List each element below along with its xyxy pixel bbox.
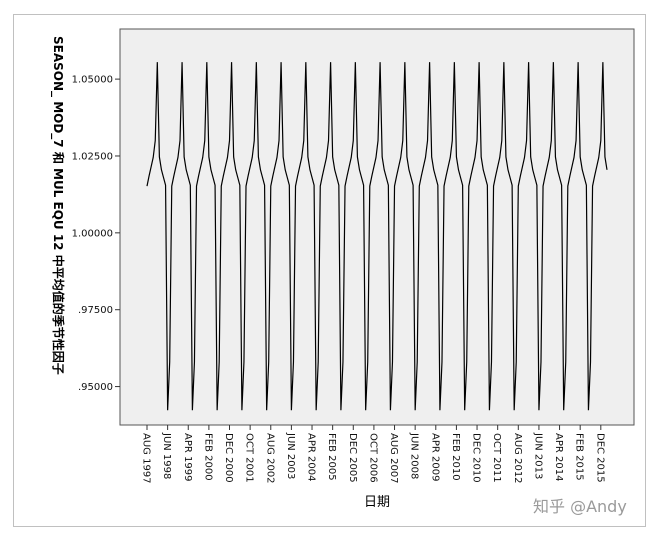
x-tick-label: DEC 2000 (223, 433, 234, 483)
x-tick-label: DEC 2015 (594, 433, 605, 483)
x-tick-label: OCT 2006 (367, 433, 378, 483)
x-tick-label: AUG 2012 (512, 433, 523, 484)
x-tick-label: AUG 1997 (141, 433, 152, 484)
series-line (146, 62, 608, 411)
x-tick-label: APR 2004 (306, 433, 317, 481)
y-axis-label: SEASON_ MOD_7 和 MUL EQU 12 中平均值的季节性因子 (50, 36, 66, 375)
plot-area (119, 28, 635, 426)
x-axis-label: 日期 (364, 495, 390, 510)
y-tick-label: 1.05000 (72, 75, 113, 86)
x-tick-label: FEB 2015 (574, 433, 585, 481)
x-tick-label: FEB 2000 (202, 433, 213, 481)
x-tick-label: AUG 2002 (264, 433, 275, 484)
x-tick-label: OCT 2001 (244, 433, 255, 483)
x-tick-label: OCT 2011 (491, 433, 502, 483)
x-tick-label: DEC 2010 (471, 433, 482, 483)
x-tick-label: APR 1999 (182, 433, 193, 481)
y-tick-label: 1.00000 (72, 228, 113, 239)
x-tick-label: FEB 2010 (450, 433, 461, 481)
x-tick-label: APR 2014 (553, 433, 564, 481)
x-tick-label: JUN 2008 (409, 432, 420, 479)
x-tick-label: JUN 2013 (532, 432, 543, 479)
y-axis: .95000 .97500 1.00000 1.02500 1.05000 (72, 75, 120, 393)
y-tick-label: .95000 (78, 382, 113, 393)
x-tick-label: JUN 2003 (285, 432, 296, 479)
x-tick-label: DEC 2005 (347, 433, 358, 483)
y-tick-label: .97500 (78, 305, 113, 316)
x-tick-label: FEB 2005 (326, 433, 337, 481)
x-tick-label: AUG 2007 (388, 433, 399, 484)
y-tick-label: 1.02500 (72, 151, 113, 162)
x-tick-label: APR 2009 (429, 433, 440, 481)
x-axis: AUG 1997 JUN 1998 APR 1999 FEB 2000 DEC 2000… (141, 425, 605, 484)
x-tick-label: JUN 1998 (161, 432, 172, 479)
watermark: 知乎 @Andy (533, 497, 627, 516)
